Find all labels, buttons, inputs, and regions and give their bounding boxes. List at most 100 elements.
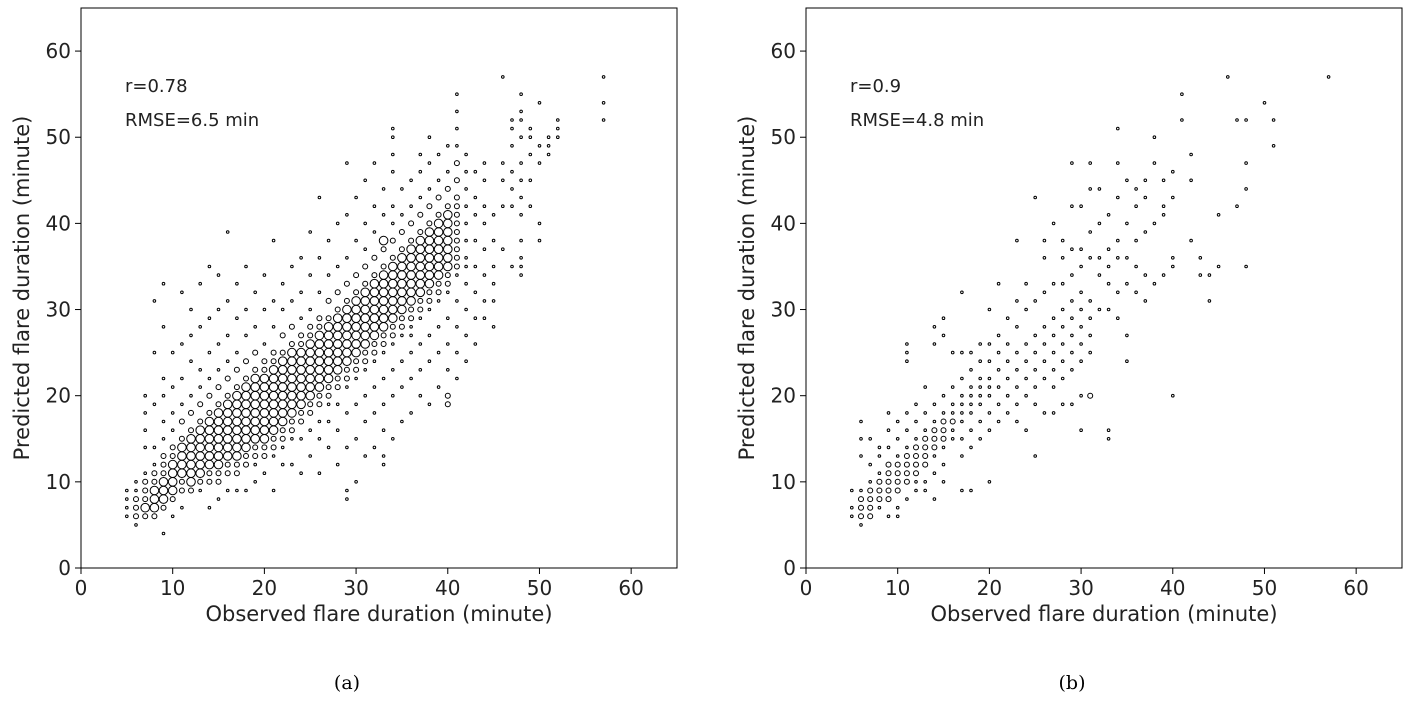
- data-point: [905, 497, 909, 501]
- data-point: [546, 152, 551, 157]
- data-point: [125, 488, 129, 493]
- data-point: [180, 342, 184, 346]
- data-point: [342, 347, 352, 358]
- data-point: [1088, 333, 1092, 338]
- data-point: [225, 488, 230, 493]
- data-point: [427, 187, 432, 191]
- data-point: [443, 252, 453, 263]
- data-point: [987, 385, 992, 389]
- data-point: [151, 513, 158, 520]
- data-point: [222, 451, 233, 461]
- data-point: [296, 390, 306, 401]
- data-point: [1106, 264, 1111, 269]
- data-point: [188, 487, 194, 494]
- data-point: [519, 135, 523, 139]
- data-point: [195, 434, 205, 444]
- data-point: [262, 471, 267, 476]
- data-point: [1161, 273, 1166, 277]
- data-point: [491, 213, 496, 217]
- data-point: [415, 261, 426, 272]
- data-point: [133, 496, 139, 503]
- data-point: [372, 445, 377, 450]
- data-point: [464, 307, 468, 312]
- data-point: [270, 349, 277, 356]
- data-point: [198, 281, 202, 286]
- data-point: [342, 339, 352, 349]
- data-point: [323, 347, 334, 358]
- data-point: [232, 408, 242, 418]
- data-point: [1244, 161, 1248, 165]
- data-point: [443, 261, 453, 272]
- data-point: [1015, 419, 1019, 424]
- data-point: [189, 393, 193, 398]
- data-point: [222, 425, 233, 436]
- data-point: [280, 281, 285, 286]
- data-point: [180, 376, 184, 381]
- data-point: [378, 235, 389, 246]
- data-point: [259, 390, 270, 401]
- data-point: [446, 342, 450, 346]
- data-point: [867, 487, 874, 494]
- data-point: [850, 505, 854, 510]
- data-point: [389, 323, 396, 330]
- data-point: [894, 478, 901, 485]
- data-point: [940, 435, 947, 442]
- data-point: [1116, 290, 1120, 295]
- data-point: [1097, 273, 1102, 277]
- data-point: [1106, 307, 1111, 312]
- data-point: [353, 366, 360, 373]
- data-point: [1088, 256, 1092, 260]
- data-point: [277, 356, 288, 367]
- data-point: [233, 384, 240, 391]
- data-point: [372, 359, 377, 364]
- data-point: [455, 126, 459, 131]
- data-point: [859, 488, 863, 493]
- data-point: [969, 445, 973, 450]
- data-point: [1015, 385, 1019, 389]
- y-tick-label: 30: [46, 298, 71, 322]
- data-point: [1097, 187, 1102, 191]
- data-point: [305, 347, 316, 358]
- data-point: [161, 437, 166, 441]
- data-point: [876, 478, 883, 485]
- data-point: [391, 342, 395, 346]
- data-point: [216, 273, 221, 277]
- data-point: [455, 299, 459, 303]
- data-point: [186, 477, 196, 487]
- data-point: [1005, 376, 1010, 381]
- data-point: [408, 237, 415, 244]
- data-point: [354, 376, 358, 381]
- data-point: [280, 445, 285, 450]
- data-point: [279, 435, 286, 442]
- data-point: [1070, 333, 1074, 338]
- data-point: [351, 330, 361, 341]
- data-point: [305, 365, 316, 375]
- data-point: [280, 307, 285, 312]
- data-point: [195, 425, 205, 436]
- data-point: [1033, 350, 1037, 355]
- data-point: [1116, 126, 1120, 131]
- data-point: [343, 375, 350, 382]
- data-point: [923, 488, 928, 493]
- data-point: [931, 435, 938, 442]
- data-point: [325, 384, 332, 391]
- data-point: [325, 315, 332, 322]
- data-point: [519, 178, 523, 183]
- data-point: [252, 453, 259, 459]
- data-point: [1207, 273, 1212, 277]
- data-point: [987, 342, 992, 346]
- data-point: [444, 185, 451, 192]
- x-tick-label: 40: [435, 576, 460, 600]
- data-point: [197, 478, 204, 485]
- data-point: [537, 101, 542, 105]
- data-point: [894, 470, 901, 477]
- data-point: [987, 359, 992, 364]
- data-point: [398, 229, 405, 235]
- data-point: [1106, 281, 1111, 286]
- data-point: [417, 306, 424, 313]
- data-point: [167, 485, 178, 496]
- data-point: [241, 416, 251, 427]
- data-point: [298, 409, 305, 416]
- y-tick-label: 0: [783, 556, 796, 580]
- data-point: [409, 376, 413, 381]
